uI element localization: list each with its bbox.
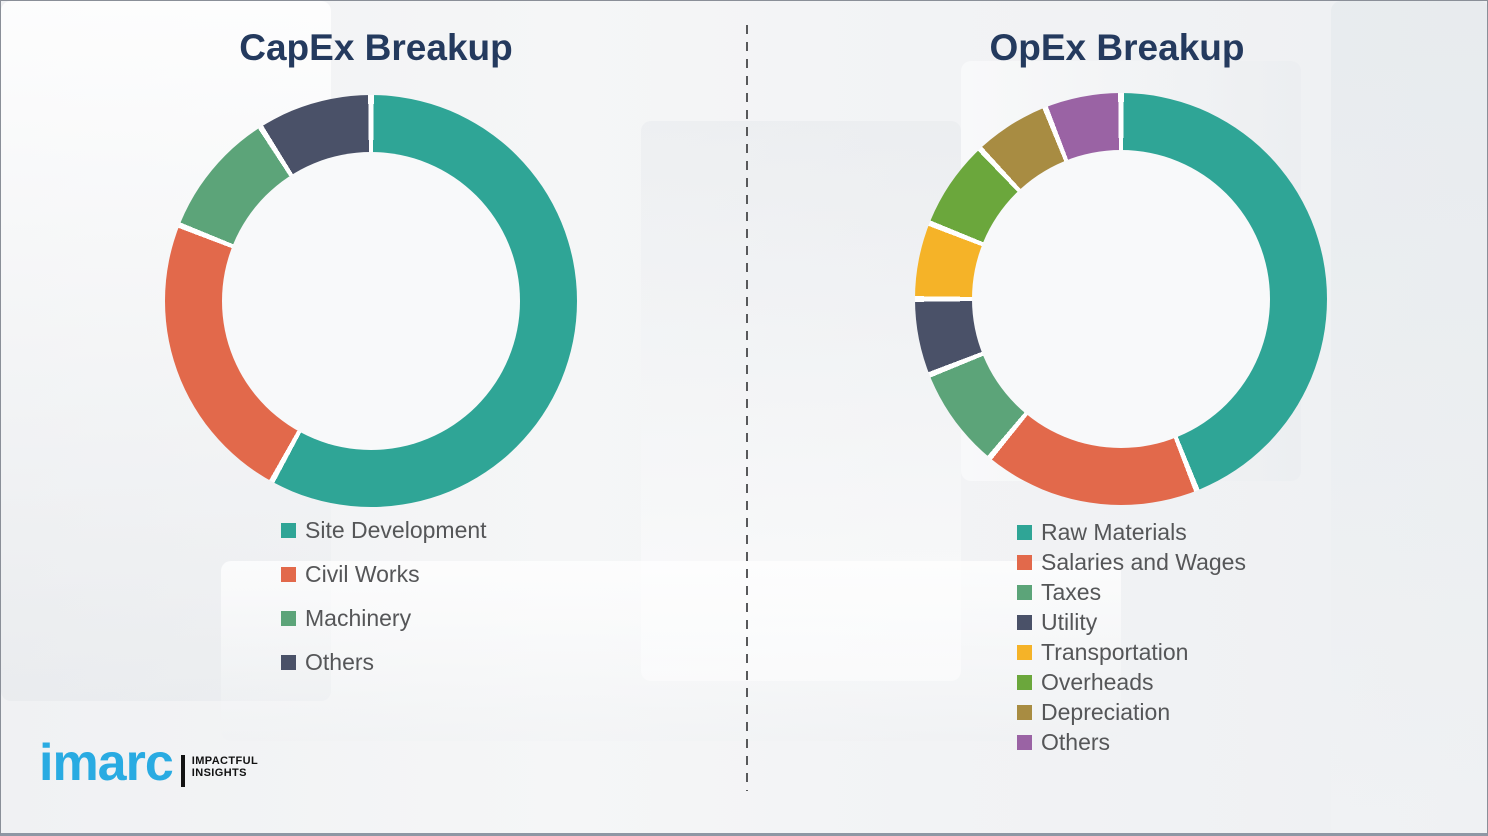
legend-swatch-icon: [1017, 674, 1032, 690]
legend-swatch-icon: [1017, 644, 1032, 660]
legend-swatch-icon: [1017, 734, 1032, 750]
legend-swatch-icon: [281, 610, 296, 626]
legend-item: Raw Materials: [1017, 517, 1246, 547]
legend-label: Machinery: [305, 604, 412, 631]
legend-label: Depreciation: [1041, 698, 1171, 725]
legend-swatch-icon: [281, 522, 296, 538]
legend-item: Transportation: [1017, 637, 1246, 667]
legend-swatch-icon: [1017, 704, 1032, 720]
legend-item: Depreciation: [1017, 697, 1246, 727]
legend-item: Overheads: [1017, 667, 1246, 697]
legend-item: Salaries and Wages: [1017, 547, 1246, 577]
legend-item: Machinery: [281, 596, 487, 640]
opex-donut-hole: [972, 150, 1270, 448]
logo-tagline-line2: INSIGHTS: [191, 767, 247, 779]
legend-swatch-icon: [281, 566, 296, 582]
imarc-wordmark: imarc: [39, 734, 174, 792]
capex-title: CapEx Breakup: [239, 27, 513, 68]
legend-label: Site Development: [305, 516, 487, 543]
legend-swatch-icon: [1017, 584, 1032, 600]
opex-legend: Raw Materials Salaries and Wages Taxes U…: [1017, 517, 1246, 757]
legend-label: Overheads: [1041, 668, 1154, 695]
logo-tagline: IMPACTFUL INSIGHTS: [192, 755, 258, 779]
legend-item: Others: [281, 640, 487, 684]
capex-donut-chart: [165, 95, 577, 507]
opex-title: OpEx Breakup: [989, 27, 1245, 68]
capex-legend: Site Development Civil Works Machinery O…: [281, 508, 487, 684]
opex-donut-chart: [915, 93, 1327, 505]
legend-item: Civil Works: [281, 552, 487, 596]
imarc-logo: imarc IMPACTFUL INSIGHTS: [39, 737, 258, 789]
legend-item: Utility: [1017, 607, 1246, 637]
legend-label: Salaries and Wages: [1041, 548, 1246, 575]
legend-label: Transportation: [1041, 638, 1189, 665]
legend-swatch-icon: [1017, 554, 1032, 570]
legend-label: Others: [305, 648, 375, 675]
logo-divider-bar: [180, 755, 185, 787]
legend-item: Others: [1017, 727, 1246, 757]
legend-item: Taxes: [1017, 577, 1246, 607]
legend-label: Others: [1041, 728, 1111, 755]
legend-label: Taxes: [1041, 578, 1102, 605]
legend-swatch-icon: [1017, 524, 1032, 540]
logo-tagline-line1: IMPACTFUL: [191, 755, 259, 767]
legend-label: Utility: [1041, 608, 1098, 635]
legend-label: Raw Materials: [1041, 518, 1187, 545]
legend-item: Site Development: [281, 508, 487, 552]
dashed-divider-line: [746, 25, 748, 791]
legend-swatch-icon: [281, 654, 296, 670]
capex-donut-hole: [222, 152, 520, 450]
legend-label: Civil Works: [305, 560, 420, 587]
legend-swatch-icon: [1017, 614, 1032, 630]
